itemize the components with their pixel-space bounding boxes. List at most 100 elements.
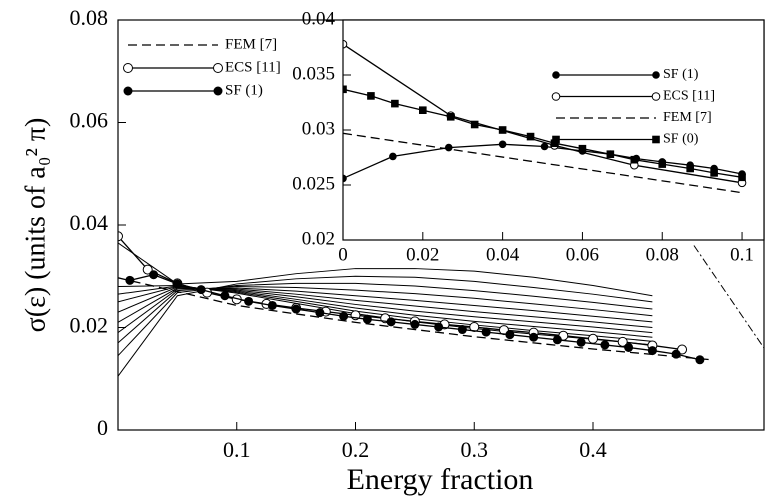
y-tick-label: 0.025 — [292, 173, 335, 194]
x-tick-label: 0.06 — [566, 244, 599, 265]
plot-area — [118, 231, 764, 377]
marker — [658, 160, 667, 168]
series-line — [118, 242, 653, 297]
marker — [526, 132, 535, 141]
legend-label: ECS [11] — [663, 89, 715, 104]
y-tick-label: 0.04 — [70, 210, 109, 235]
series-line — [118, 277, 712, 361]
y-tick-label: 0.08 — [70, 5, 109, 30]
marker — [367, 92, 375, 100]
marker — [118, 231, 123, 242]
marker — [267, 300, 277, 310]
marker — [125, 275, 135, 285]
x-tick-label: 0.04 — [486, 244, 520, 265]
x-tick-label: 0.1 — [223, 437, 251, 462]
marker — [172, 279, 182, 289]
marker — [630, 155, 639, 164]
plot-area — [343, 39, 747, 194]
inset-plot: 0 0.02 0.04 0.06 0.08 0.10.020.0250.030.0350.… — [292, 8, 765, 265]
x-tick-label: 0.2 — [342, 437, 370, 462]
marker — [551, 92, 561, 101]
x-tick-label: 0.3 — [461, 437, 489, 462]
marker — [213, 86, 223, 96]
x-tick-label: 0.1 — [730, 244, 754, 265]
marker — [457, 325, 467, 335]
marker — [410, 319, 420, 329]
legend-label: FEM [7] — [225, 36, 277, 52]
marker — [291, 304, 301, 314]
y-tick-label: 0 — [97, 415, 108, 440]
x-tick-label: 0.08 — [646, 244, 679, 265]
marker — [578, 144, 587, 153]
x-tick-label: 0 — [338, 244, 348, 265]
y-tick-label: 0.06 — [70, 108, 109, 133]
legend: FEM [7] ECS [11] SF (1) — [123, 36, 281, 98]
marker — [588, 333, 598, 344]
marker — [315, 308, 325, 318]
marker — [389, 152, 397, 161]
inset-background — [343, 20, 764, 240]
marker — [686, 164, 694, 173]
marker — [576, 337, 586, 347]
marker — [552, 135, 560, 144]
marker — [529, 332, 539, 342]
marker — [343, 85, 347, 94]
series-line — [343, 132, 743, 194]
legend-label: SF (1) — [663, 67, 699, 82]
marker — [624, 342, 634, 352]
marker — [339, 311, 349, 321]
series-line — [693, 245, 764, 349]
marker — [149, 270, 159, 280]
marker — [213, 63, 223, 73]
marker — [498, 140, 507, 149]
marker — [444, 143, 453, 152]
marker — [244, 296, 254, 306]
series-line — [343, 88, 743, 178]
legend-label: SF (1) — [225, 82, 263, 98]
marker — [123, 63, 133, 73]
marker — [434, 322, 444, 332]
series-line — [343, 143, 743, 179]
legend: SF (1) ECS [11] FEM [7] SF (0) — [551, 67, 715, 147]
x-axis-label: Energy fraction — [347, 463, 534, 496]
marker — [647, 346, 657, 356]
marker — [738, 173, 746, 182]
marker — [498, 126, 507, 134]
marker — [481, 327, 491, 337]
marker — [552, 71, 560, 79]
marker — [469, 321, 480, 332]
y-tick-label: 0.02 — [70, 313, 109, 338]
marker — [446, 113, 455, 121]
marker — [419, 106, 427, 114]
marker — [651, 92, 661, 101]
y-axis-label: σ(ε) (units of a₀² π) — [20, 118, 51, 333]
plot-frame — [342, 19, 765, 241]
series-line — [118, 285, 653, 338]
marker — [220, 291, 230, 301]
y-tick-label: 0.04 — [302, 8, 336, 29]
marker — [695, 355, 705, 365]
marker — [671, 349, 681, 359]
marker — [142, 264, 153, 275]
x-tick-label: 0.02 — [406, 244, 439, 265]
marker — [606, 150, 615, 158]
marker — [196, 285, 206, 295]
marker — [540, 142, 549, 151]
marker — [362, 314, 372, 324]
legend-label: ECS [11] — [225, 59, 281, 75]
x-tick-label: 0.4 — [579, 437, 607, 462]
legend-label: SF (0) — [663, 132, 699, 147]
y-tick-label: 0.035 — [292, 63, 335, 84]
marker — [652, 135, 660, 144]
marker — [470, 120, 479, 129]
marker — [652, 71, 660, 79]
marker — [600, 340, 610, 350]
marker — [123, 86, 133, 96]
marker — [552, 335, 562, 345]
marker — [710, 169, 718, 177]
y-tick-label: 0.02 — [302, 228, 335, 249]
marker — [505, 330, 515, 340]
legend-label: FEM [7] — [663, 110, 712, 125]
marker — [386, 317, 396, 327]
